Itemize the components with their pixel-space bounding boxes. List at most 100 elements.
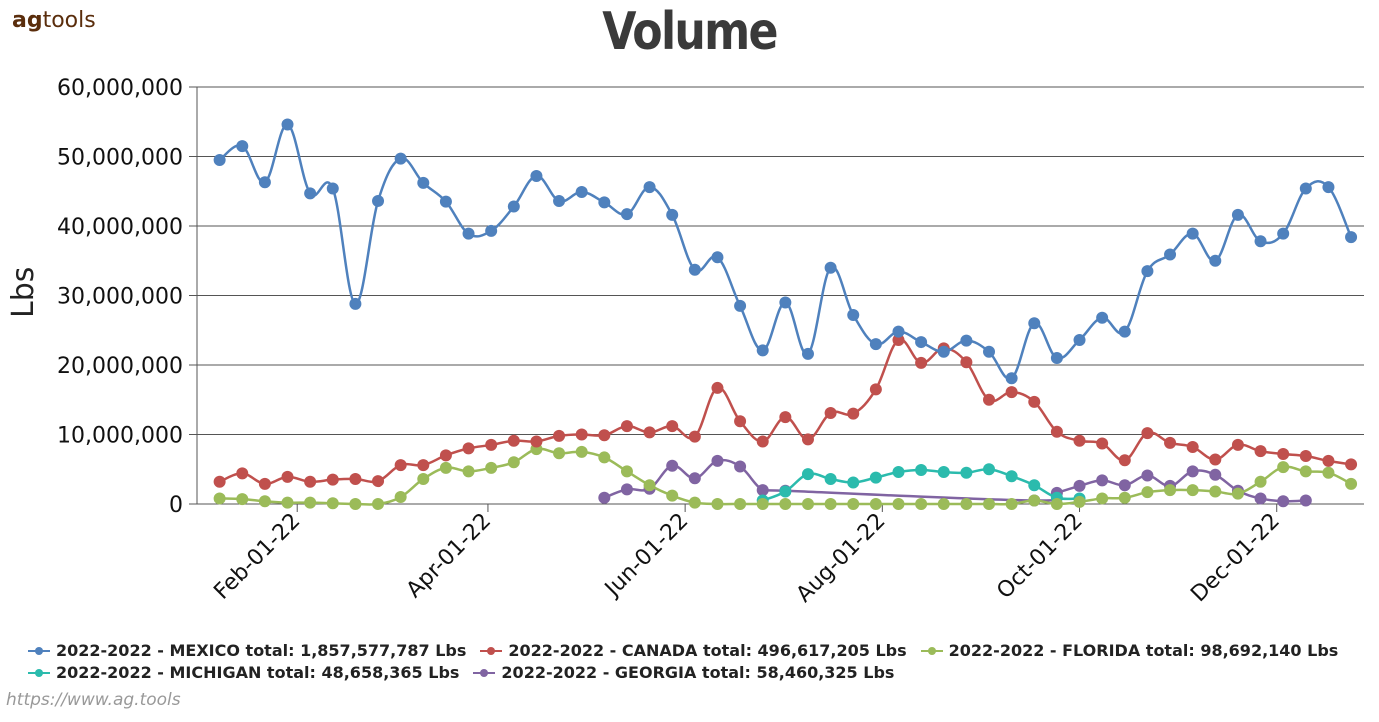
florida-point [779, 498, 792, 510]
florida-point [485, 461, 498, 474]
michigan-point [847, 476, 860, 489]
x-tick-label: Dec-01-22 [1186, 509, 1285, 608]
michigan-point [983, 463, 996, 476]
legend-item[interactable]: 2022-2022 - CANADA total: 496,617,205 Lb… [480, 640, 907, 662]
mexico-point [1277, 227, 1290, 240]
florida-point [983, 498, 996, 510]
canada-point [1345, 458, 1358, 471]
florida-point [1209, 485, 1222, 498]
mexico-point [507, 200, 520, 213]
florida-point [1005, 498, 1018, 510]
canada-point [847, 407, 860, 420]
canada-point [1141, 427, 1154, 440]
canada-point [530, 435, 543, 448]
michigan-point [960, 466, 973, 479]
mexico-point [349, 297, 362, 310]
canada-point [349, 472, 362, 485]
mexico-point [1299, 182, 1312, 195]
canada-point [1299, 450, 1312, 463]
mexico-point [1096, 311, 1109, 324]
michigan-point [779, 485, 792, 498]
source-url[interactable]: https://www.ag.tools [6, 690, 181, 710]
georgia-point [711, 454, 724, 467]
x-tick-label: Aug-01-22 [792, 509, 891, 608]
canada-point [1118, 454, 1131, 467]
mexico-point [937, 345, 950, 358]
mexico-point [1231, 208, 1244, 221]
x-tick-label: Apr-01-22 [402, 509, 496, 603]
canada-point [779, 411, 792, 424]
y-tick-label: 30,000,000 [57, 285, 183, 310]
florida-point [236, 493, 249, 506]
mexico-point [281, 118, 294, 131]
canada-point [1050, 425, 1063, 438]
michigan-point [937, 466, 950, 479]
florida-point [1141, 486, 1154, 499]
mexico-point [869, 338, 882, 351]
mexico-point [394, 152, 407, 165]
florida-point [915, 498, 928, 510]
mexico-point [643, 181, 656, 194]
mexico-point [372, 194, 385, 207]
mexico-point [326, 182, 339, 195]
legend-item[interactable]: 2022-2022 - MEXICO total: 1,857,577,787 … [28, 640, 466, 662]
mexico-point [915, 336, 928, 349]
mexico-point [1073, 333, 1086, 346]
canada-point [734, 415, 747, 428]
mexico-point [553, 194, 566, 207]
mexico-point [1050, 352, 1063, 365]
georgia-point [1073, 479, 1086, 492]
canada-point [575, 428, 588, 441]
canada-point [417, 459, 430, 472]
mexico-point [892, 325, 905, 338]
florida-point [801, 498, 814, 510]
legend-item[interactable]: 2022-2022 - MICHIGAN total: 48,658,365 L… [28, 662, 459, 684]
georgia-point [620, 483, 633, 496]
legend-swatch [920, 646, 943, 656]
canada-point [688, 430, 701, 443]
florida-point [553, 447, 566, 460]
canada-point [258, 477, 271, 490]
legend-item[interactable]: 2022-2022 - GEORGIA total: 58,460,325 Lb… [473, 662, 894, 684]
mexico-point [304, 187, 317, 200]
florida-point [394, 491, 407, 504]
michigan-point [824, 472, 837, 485]
series-layer [213, 118, 1358, 510]
y-tick-label: 20,000,000 [57, 354, 183, 379]
canada-point [1231, 438, 1244, 451]
x-tick-label: Oct-01-22 [992, 509, 1087, 604]
canada-point [869, 383, 882, 396]
canada-point [1186, 441, 1199, 454]
mexico-point [1028, 317, 1041, 330]
y-tick-label: 10,000,000 [57, 424, 183, 449]
florida-point [1299, 465, 1312, 478]
georgia-point [1186, 465, 1199, 478]
ag-tools-logo[interactable]: agtools [12, 8, 96, 33]
florida-point [1096, 492, 1109, 505]
canada-point [236, 467, 249, 480]
georgia-point [1277, 495, 1290, 508]
canada-point [1209, 453, 1222, 466]
georgia-point [756, 484, 769, 497]
florida-point [598, 451, 611, 464]
florida-point [824, 498, 837, 510]
georgia-point [1096, 474, 1109, 487]
canada-point [983, 393, 996, 406]
florida-point [869, 498, 882, 510]
georgia-point [666, 459, 679, 472]
canada-point [213, 475, 226, 488]
florida-point [734, 498, 747, 510]
florida-point [258, 495, 271, 508]
florida-point [892, 498, 905, 510]
legend-swatch-dot [480, 669, 489, 677]
legend-label: 2022-2022 - MEXICO total: 1,857,577,787 … [56, 641, 467, 660]
series-florida [213, 443, 1358, 510]
legend-swatch [480, 646, 503, 656]
legend-item[interactable]: 2022-2022 - FLORIDA total: 98,692,140 Lb… [920, 640, 1338, 662]
georgia-point [1118, 479, 1131, 492]
x-tick-label: Jun-01-22 [599, 509, 693, 603]
mexico-point [779, 296, 792, 309]
florida-point [213, 492, 226, 505]
legend-label: 2022-2022 - MICHIGAN total: 48,658,365 L… [56, 663, 460, 682]
mexico-point [1345, 231, 1358, 244]
